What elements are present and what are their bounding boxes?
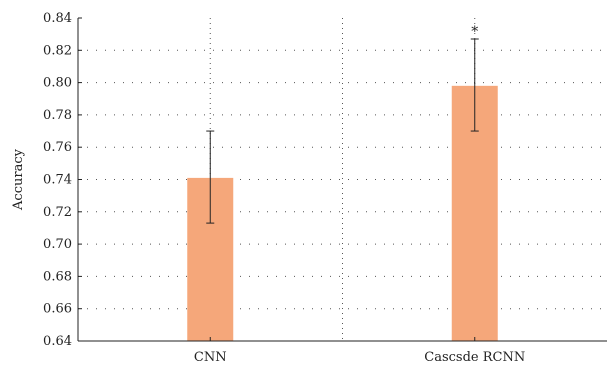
axes: [77, 18, 607, 342]
error-bar: [206, 130, 215, 224]
y-tick-label: 0.66: [43, 302, 72, 317]
y-tick-label: 0.64: [43, 334, 72, 349]
y-axis-title: Accuracy: [11, 148, 26, 211]
y-tick-label: 0.68: [43, 269, 72, 284]
y-tick-label: 0.76: [43, 140, 72, 155]
grid: [78, 18, 607, 341]
y-tick-label: 0.80: [43, 76, 72, 91]
y-tick-label: 0.78: [43, 108, 72, 123]
y-tick-label: 0.70: [43, 237, 72, 252]
y-tick-label: 0.72: [43, 205, 72, 220]
x-tick-label: CNN: [194, 350, 227, 365]
y-tick-label: 0.82: [43, 43, 72, 58]
significance-marker: *: [471, 24, 478, 40]
ticks: 0.64 0.66 0.68 0.70 0.72 0.74 0.76 0.78 0.80 0.82…: [43, 11, 525, 365]
error-bar: [470, 38, 479, 132]
error-bars: *: [206, 24, 479, 224]
x-tick-label: Cascsde RCNN: [424, 350, 525, 365]
y-tick-label: 0.84: [43, 11, 72, 26]
y-tick-label: 0.74: [43, 173, 72, 188]
